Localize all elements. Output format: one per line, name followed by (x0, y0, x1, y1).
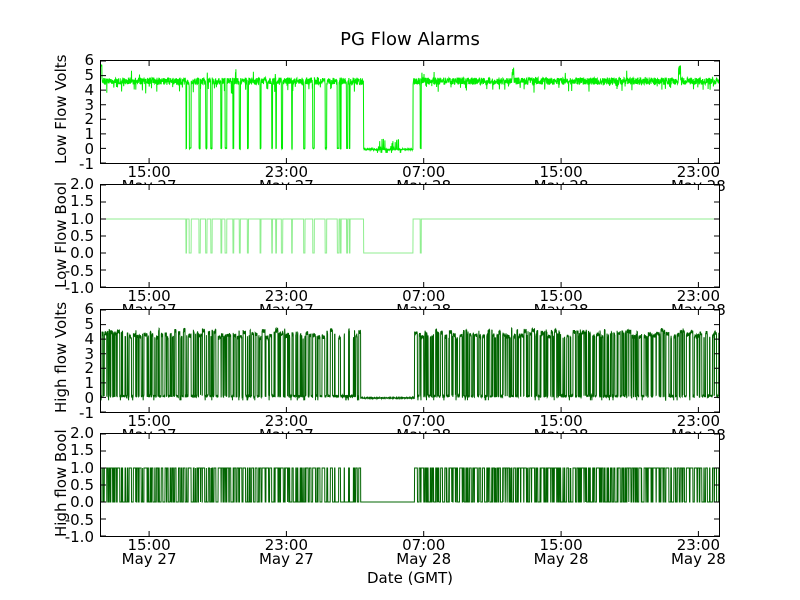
xtick-date: May 27 (258, 550, 314, 568)
x-axis-label: Date (GMT) (366, 569, 454, 587)
ytick-low-flow-volts-5: 5 (84, 65, 94, 84)
xtick-time: 15:00 (539, 536, 583, 554)
xtick-time: 23:00 (676, 536, 720, 554)
subplot-low-flow-volts-canvas (101, 61, 719, 163)
ytick-high-flow-bool-1.0: 1.0 (70, 458, 94, 477)
ytick-high-flow-volts-5: 5 (84, 314, 94, 333)
ytick-high-flow-bool-0.0: 0.0 (70, 493, 94, 512)
xtick-time: 15:00 (127, 287, 171, 305)
xtick-row-high-flow-bool: 15:00 May 27 23:00 May 27 07:00 May 28 15:00 Ma… (100, 536, 726, 568)
xtick-time: 15:00 (127, 412, 171, 430)
ytick-low-flow-bool-2.0: 2.0 (70, 175, 94, 193)
xtick-date: May 28 (533, 550, 589, 568)
ytick-high-flow-volts-4: 4 (84, 329, 94, 348)
xtick-time: 23:00 (264, 287, 308, 305)
xtick-time: 07:00 (402, 287, 446, 305)
tick-marks (101, 185, 719, 287)
xtick-time: 23:00 (676, 163, 720, 181)
ytick-high-flow-volts-6: 6 (84, 300, 94, 318)
ytick-low-flow-volts-6: 6 (84, 51, 94, 69)
ytick-high-flow-bool-0.5: 0.5 (70, 476, 94, 494)
ytick-low-flow-volts-0: 0 (84, 140, 94, 159)
xtick-time: 15:00 (539, 287, 583, 305)
high-flow-bool-line (101, 467, 719, 503)
chart-title: PG Flow Alarms (340, 29, 480, 50)
ytick-low-flow-volts--1: -1 (79, 155, 94, 173)
xtick-time: 15:00 (127, 536, 171, 554)
ytick-high-flow-bool--1.0: -1.0 (64, 528, 94, 546)
ytick-low-flow-bool-0.5: 0.5 (70, 227, 94, 245)
high-flow-volts-line (101, 326, 719, 401)
subplot-low-flow-bool-canvas (101, 185, 719, 287)
low-flow-volts-line (101, 64, 719, 153)
subplot-high-flow-volts-axes (100, 309, 720, 413)
xtick-time: 07:00 (402, 163, 446, 181)
ytick-low-flow-bool--1.0: -1.0 (64, 279, 94, 297)
subplot-low-flow-bool-axes (100, 184, 720, 288)
ytick-high-flow-volts-3: 3 (84, 344, 94, 363)
xtick-time: 23:00 (264, 412, 308, 430)
xtick-time: 23:00 (264, 536, 308, 554)
xtick-time: 07:00 (402, 412, 446, 430)
xtick-date: May 28 (670, 550, 726, 568)
xtick-time: 23:00 (676, 412, 720, 430)
tick-marks (101, 310, 719, 412)
ytick-low-flow-volts-4: 4 (84, 80, 94, 99)
xtick-time: 23:00 (676, 287, 720, 305)
subplot-low-flow-volts-axes (100, 60, 720, 164)
ytick-high-flow-bool-2.0: 2.0 (70, 424, 94, 442)
xtick-date: May 27 (121, 550, 177, 568)
subplot-high-flow-bool-canvas (101, 434, 719, 536)
ytick-low-flow-volts-2: 2 (84, 110, 94, 129)
xtick-time: 15:00 (539, 163, 583, 181)
ytick-high-flow-bool-1.5: 1.5 (70, 441, 94, 460)
ytick-low-flow-volts-3: 3 (84, 95, 94, 114)
ytick-low-flow-volts-1: 1 (84, 125, 94, 144)
ytick-low-flow-bool--0.5: -0.5 (64, 261, 94, 280)
xtick-date: May 28 (396, 550, 452, 568)
low-flow-bool-line (101, 218, 719, 254)
ytick-low-flow-bool-0.0: 0.0 (70, 244, 94, 263)
ytick-high-flow-volts-0: 0 (84, 389, 94, 408)
ytick-low-flow-bool-1.0: 1.0 (70, 209, 94, 228)
ytick-low-flow-bool-1.5: 1.5 (70, 192, 94, 211)
xtick-time: 15:00 (127, 163, 171, 181)
tick-marks (101, 61, 719, 163)
xtick-time: 15:00 (539, 412, 583, 430)
subplot-high-flow-bool-axes (100, 433, 720, 537)
ytick-high-flow-volts-2: 2 (84, 359, 94, 378)
tick-marks (101, 434, 719, 536)
xtick-time: 07:00 (402, 536, 446, 554)
xtick-time: 23:00 (264, 163, 308, 181)
ytick-high-flow-volts-1: 1 (84, 374, 94, 393)
ytick-high-flow-volts--1: -1 (79, 404, 94, 422)
subplot-high-flow-volts-canvas (101, 310, 719, 412)
ytick-high-flow-bool--0.5: -0.5 (64, 510, 94, 529)
